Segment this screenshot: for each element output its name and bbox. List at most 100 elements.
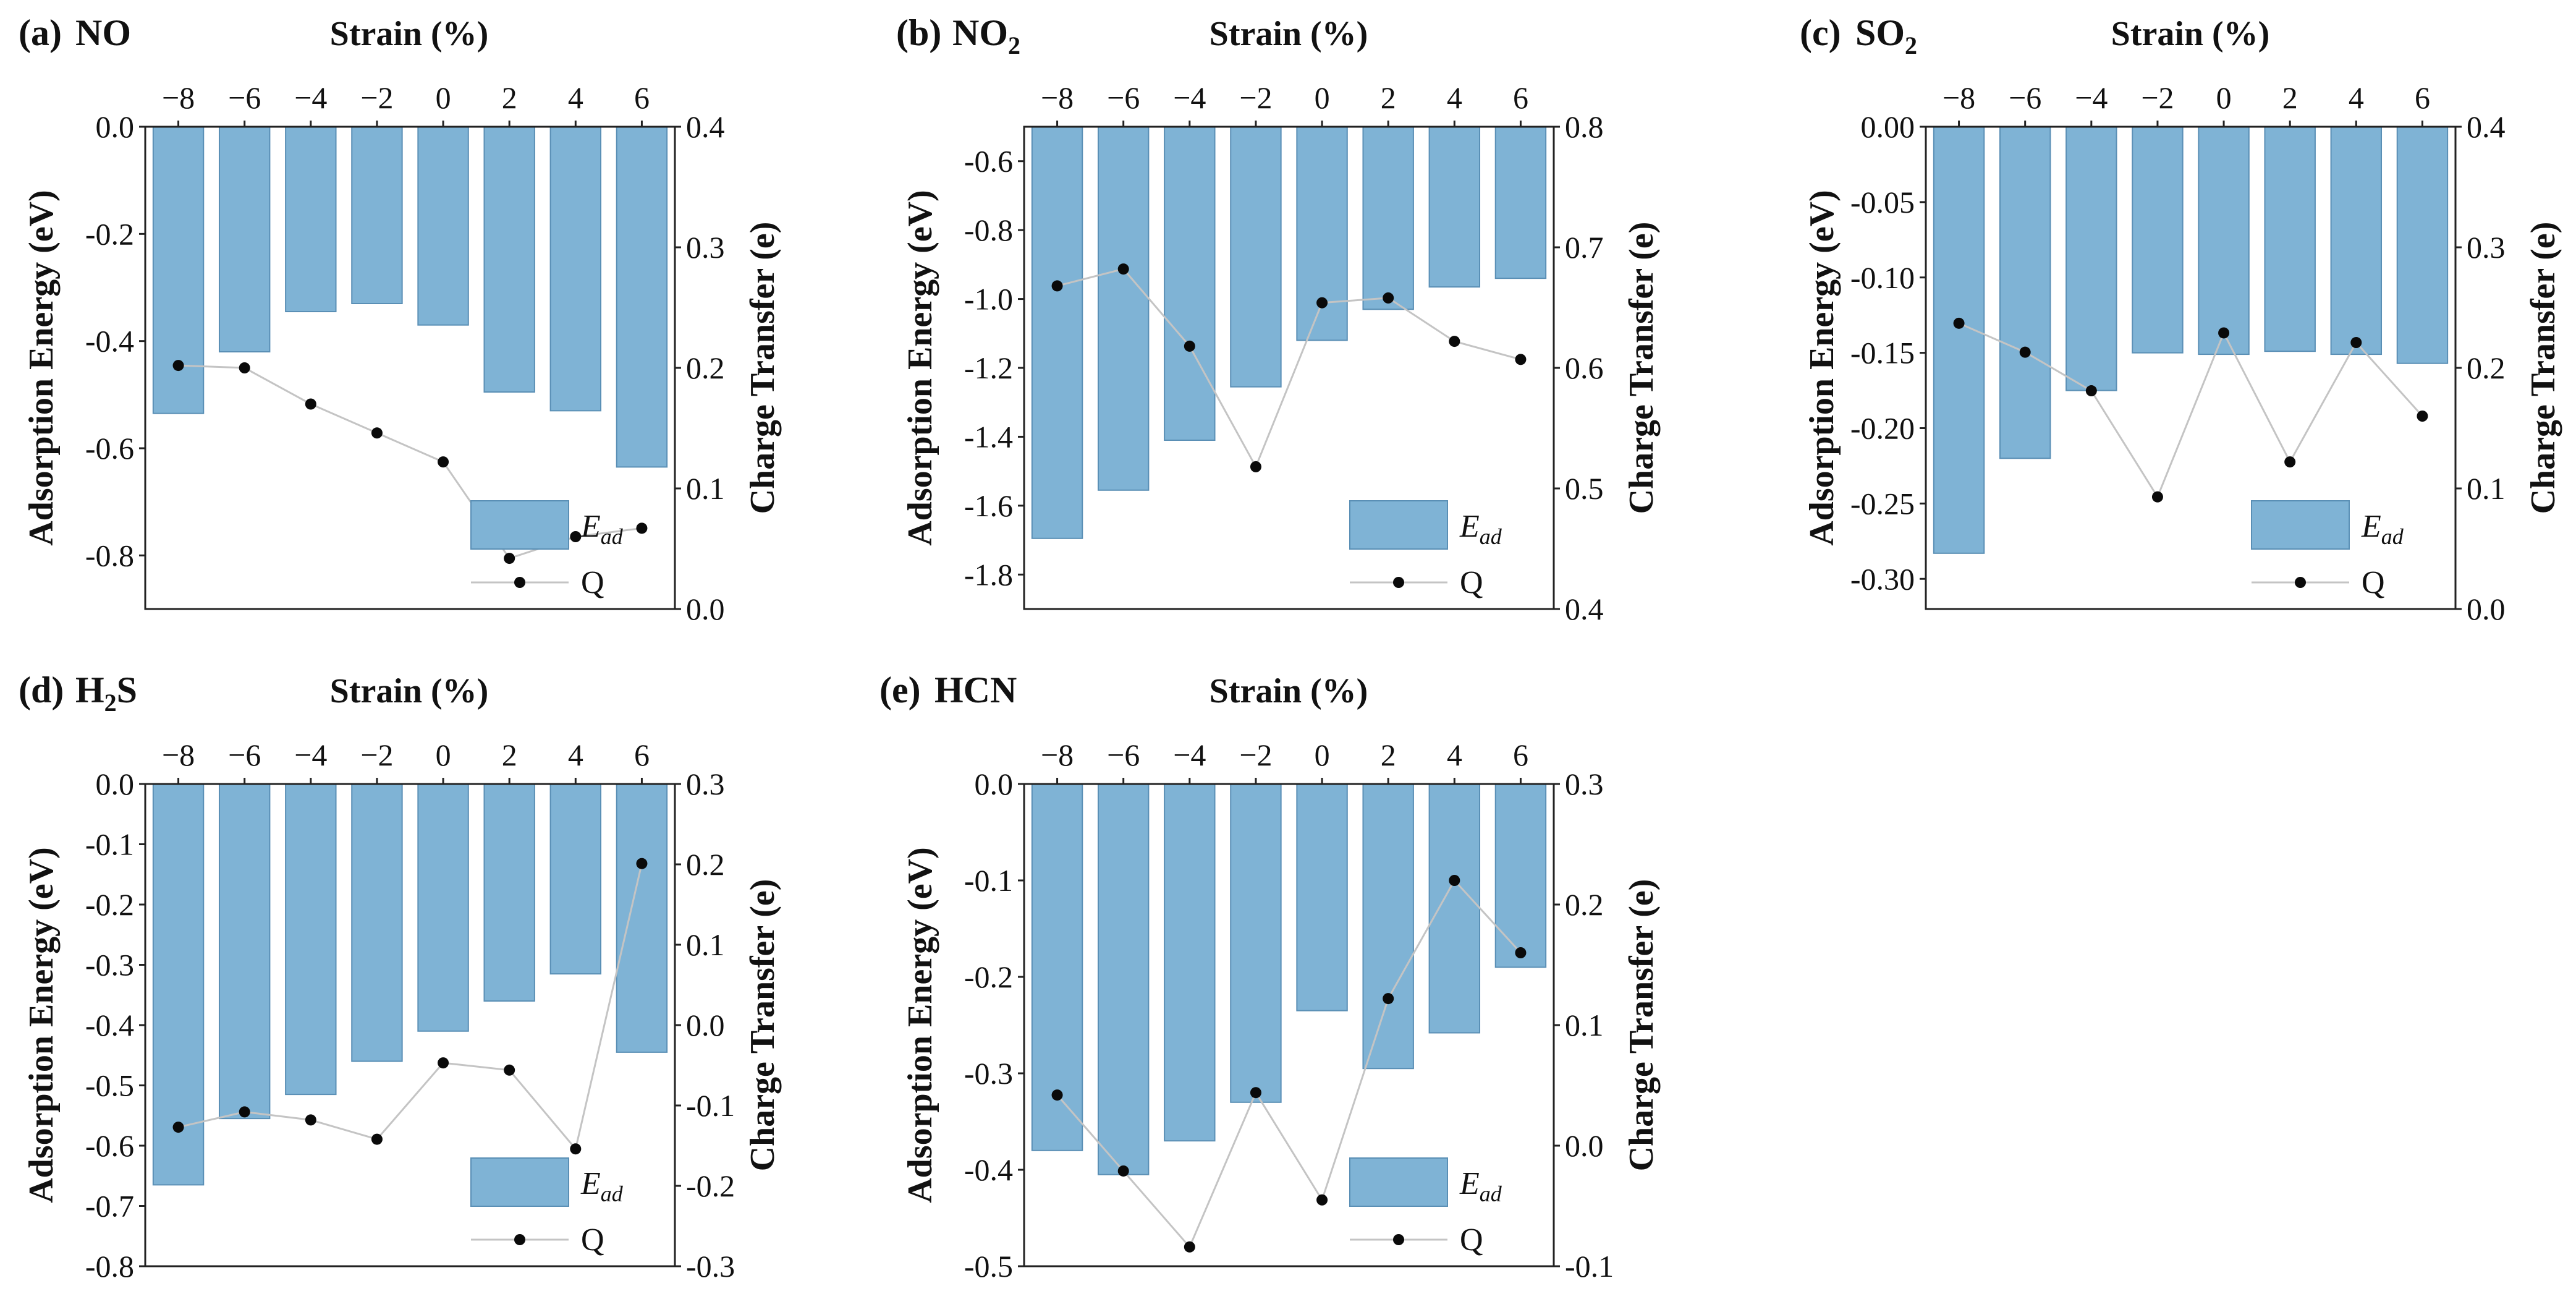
y-tick-label: -0.4 — [85, 1008, 134, 1042]
q-point-3 — [305, 398, 316, 410]
bar-ead-4 — [2132, 126, 2184, 354]
x-tick-label: −2 — [1239, 80, 1272, 115]
q-point-8 — [1515, 354, 1527, 365]
molecule-label-part: NO — [75, 12, 131, 53]
panel-label: (a) — [19, 12, 62, 53]
y-tick-label: -0.05 — [1850, 185, 1915, 219]
bar-ead-8 — [1494, 126, 1547, 279]
x-tick-label: −2 — [360, 738, 393, 772]
legend-bar-label: Ead — [2361, 509, 2404, 549]
bar-ead-1 — [1031, 783, 1083, 1151]
bar-ead-6 — [483, 783, 535, 1002]
y2-tick-label: 0.3 — [686, 767, 725, 801]
x-tick-label: −2 — [360, 80, 393, 115]
y-tick-label: 0.0 — [975, 767, 1014, 801]
bar-ead-3 — [285, 126, 337, 312]
x-tick-label: 2 — [502, 738, 517, 772]
bar-ead-3 — [285, 783, 337, 1096]
q-point-6 — [504, 1064, 515, 1076]
bar-ead-5 — [417, 126, 469, 326]
q-point-6 — [2284, 456, 2296, 468]
y-tick-label: -0.3 — [85, 948, 134, 982]
y-tick-label: -0.15 — [1850, 336, 1915, 370]
bar-ead-2 — [1999, 126, 2051, 459]
y2-tick-label: 0.1 — [2467, 471, 2506, 506]
y-axis-title: Adsorption Energy (eV) — [901, 847, 939, 1203]
q-point-2 — [239, 362, 250, 373]
legend-bar-label-main: E — [580, 1166, 601, 1201]
q-point-1 — [1051, 280, 1063, 292]
legend-bar-label-sub: ad — [601, 1182, 624, 1206]
y-axis-title: Adsorption Energy (eV) — [22, 190, 61, 546]
x-axis-title: Strain (%) — [330, 15, 489, 53]
bar-ead-7 — [2330, 126, 2383, 356]
legend-bar-label-main: E — [1459, 1166, 1480, 1201]
y2-axis-title: Charge Transfer (e) — [744, 879, 782, 1172]
molecule-label-part: H — [75, 670, 104, 710]
bar-ead-5 — [1296, 783, 1348, 1012]
y2-tick-label: -0.2 — [686, 1169, 735, 1203]
bar-ead-8 — [1494, 783, 1547, 968]
q-point-4 — [2151, 491, 2163, 503]
bar-ead-1 — [152, 783, 205, 1186]
y-tick-label: -0.6 — [964, 144, 1013, 179]
bar-ead-5 — [417, 783, 469, 1032]
q-point-3 — [1184, 1241, 1195, 1253]
molecule-label: NO2 — [952, 12, 1020, 59]
y2-tick-label: 0.2 — [686, 847, 725, 882]
y-axis-title: Adsorption Energy (eV) — [1803, 190, 1841, 546]
bar-ead-4 — [1230, 126, 1282, 388]
q-point-8 — [636, 858, 648, 869]
molecule-label-part: NO — [952, 12, 1008, 53]
x-tick-label: −2 — [1239, 738, 1272, 772]
x-tick-label: 6 — [1513, 738, 1528, 772]
x-axis-title: Strain (%) — [2111, 15, 2270, 53]
bar-ead-3 — [2065, 126, 2117, 391]
bar-ead-7 — [549, 783, 602, 975]
legend-bar-swatch — [470, 500, 569, 550]
x-tick-label: −4 — [2075, 80, 2108, 115]
bar-ead-6 — [1362, 783, 1414, 1070]
y2-tick-label: 0.0 — [1565, 1128, 1604, 1163]
bar-ead-4 — [351, 126, 403, 304]
x-tick-label: −6 — [228, 80, 261, 115]
y2-tick-label: -0.1 — [686, 1088, 735, 1123]
legend-bar-label: Ead — [580, 509, 624, 549]
bar-ead-7 — [549, 126, 602, 412]
q-series-line — [178, 863, 643, 1151]
y2-tick-label: 0.0 — [686, 592, 725, 626]
y-tick-label: -0.1 — [964, 863, 1013, 898]
q-point-1 — [172, 360, 184, 372]
y2-tick-label: 0.2 — [686, 351, 725, 385]
bar-ead-2 — [1097, 783, 1150, 1175]
y-tick-label: -0.4 — [85, 324, 134, 359]
bar-ead-8 — [2396, 126, 2449, 364]
bar-ead-1 — [1933, 126, 1985, 554]
legend-bar-swatch — [1349, 500, 1448, 550]
panel-label: (c) — [1800, 12, 1841, 53]
x-tick-label: 0 — [436, 738, 451, 772]
q-point-5 — [1316, 1194, 1328, 1206]
legend-bar-label: Ead — [580, 1166, 624, 1206]
q-point-5 — [438, 1057, 449, 1069]
q-point-3 — [2085, 385, 2097, 397]
x-axis-title: Strain (%) — [330, 672, 489, 710]
y2-tick-label: -0.1 — [1565, 1249, 1614, 1284]
molecule-label: H2S — [75, 670, 137, 717]
chart-panel-4: −8 −6 −4 −2 0 2 4 6 0.0 -0.1 -0.2 -0.3 -0.4 -0.5 -0.6 -… — [19, 670, 782, 1284]
y2-tick-label: 0.1 — [686, 471, 725, 506]
y-tick-label: -0.8 — [85, 1249, 134, 1284]
legend-line-label: Q — [581, 565, 604, 600]
x-tick-label: 6 — [2415, 80, 2430, 115]
y-tick-label: -0.7 — [85, 1189, 134, 1224]
y2-tick-label: 0.1 — [1565, 1008, 1604, 1042]
legend-bar-label-sub: ad — [2381, 524, 2404, 549]
legend-bar-label-sub: ad — [1480, 524, 1502, 549]
legend-bar-label: Ead — [1459, 1166, 1502, 1206]
y2-tick-label: 0.0 — [686, 1008, 725, 1042]
x-tick-label: 0 — [1315, 80, 1330, 115]
x-tick-label: 2 — [2282, 80, 2298, 115]
molecule-label-part: HCN — [934, 670, 1017, 710]
x-tick-label: −6 — [228, 738, 261, 772]
